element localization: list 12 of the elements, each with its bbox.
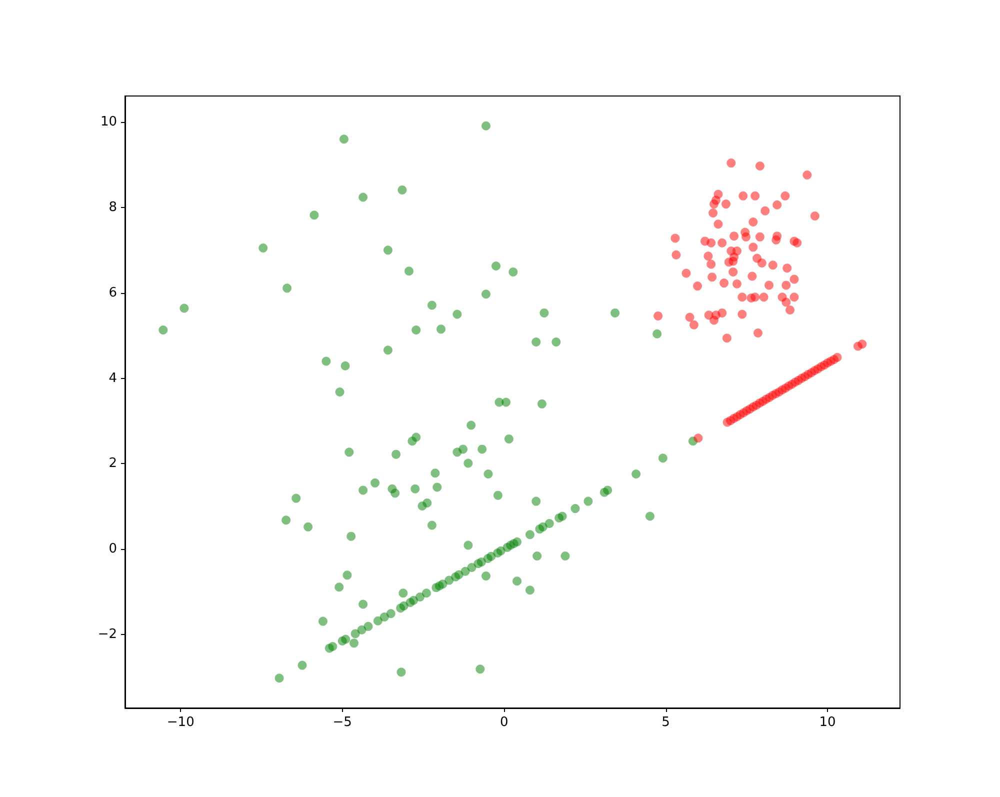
x-tick-label: −5 — [332, 715, 352, 730]
x-tick-label: 10 — [819, 715, 836, 730]
x-tick-label: 0 — [500, 715, 508, 730]
y-tick-label: 8 — [108, 200, 117, 215]
y-tick-label: 4 — [108, 370, 117, 386]
y-tick-label: 0 — [108, 542, 117, 557]
y-tick-label: 10 — [100, 114, 117, 130]
y-tick-label: 2 — [108, 456, 117, 472]
x-tick-label: 5 — [662, 715, 670, 730]
y-tick-label: 6 — [108, 285, 117, 300]
y-tick-label: −2 — [98, 627, 117, 642]
x-tick-label: −10 — [166, 715, 194, 730]
